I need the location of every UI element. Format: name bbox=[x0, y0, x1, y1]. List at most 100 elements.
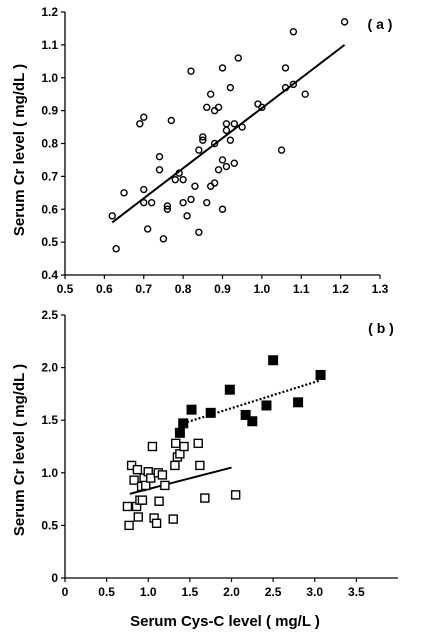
panel-b-data-point-open bbox=[122, 501, 133, 512]
panel-a-data-point bbox=[226, 136, 235, 144]
panel-a-data-point bbox=[234, 54, 242, 62]
panel-a-data-point bbox=[195, 146, 203, 154]
panel-a-data-point bbox=[226, 83, 235, 92]
panel-a-data-point bbox=[230, 159, 239, 167]
panel-a-y-tick-label: 1.1 bbox=[41, 38, 58, 52]
panel-a-data-point bbox=[199, 133, 207, 141]
panel-b-data-point-filled bbox=[224, 384, 235, 395]
panel-a-data-point bbox=[179, 198, 187, 207]
panel-b-data-point-open bbox=[160, 480, 170, 491]
panel-a-x-tick-label: 0.5 bbox=[57, 282, 74, 296]
panel-a-data-point bbox=[155, 166, 164, 174]
panel-a-data-point bbox=[175, 169, 183, 177]
panel-b-data-point-open bbox=[124, 520, 134, 531]
panel-a-data-point bbox=[214, 103, 223, 112]
panel-b-data-point-open bbox=[154, 496, 164, 506]
panel-a-data-point bbox=[254, 100, 262, 108]
panel-b-data-point-open bbox=[129, 475, 139, 485]
panel-a-data-point bbox=[210, 139, 219, 148]
panel-a-data-point bbox=[187, 67, 195, 75]
panel-b-data-point-filled bbox=[293, 397, 304, 408]
panel-b-x-tick-label: 0 bbox=[62, 585, 69, 599]
panel-b-data-point-open bbox=[193, 438, 203, 449]
panel-a-chart: ( a ) Serum Cr level ( mg/dL ) 0.40.50.6… bbox=[11, 5, 392, 296]
panel-a-data-point bbox=[155, 152, 164, 161]
panel-a-x-tick-label: 0.6 bbox=[96, 282, 113, 296]
panel-b-x-tick-label: 1.5 bbox=[182, 585, 199, 599]
panel-a-y-tick-label: 0.9 bbox=[41, 104, 58, 118]
panel-a-data-point bbox=[136, 120, 144, 128]
panel-a-data-point bbox=[206, 90, 215, 98]
panel-a-y-tick-label: 0.5 bbox=[41, 235, 58, 249]
panel-a-data-point bbox=[171, 175, 179, 184]
panel-b-x-tick-label: 1.0 bbox=[140, 585, 157, 599]
panel-b-label: ( b ) bbox=[368, 320, 394, 336]
panel-b-data-point-filled bbox=[268, 355, 279, 366]
panel-a-x-tick-label: 1.0 bbox=[254, 282, 271, 296]
panel-a-data-point bbox=[108, 212, 116, 220]
panel-b-data-point-open bbox=[179, 441, 189, 452]
panel-a-data-point bbox=[301, 90, 309, 98]
panel-b-data-point-open bbox=[157, 470, 168, 480]
panel-a-data-point bbox=[179, 175, 187, 184]
panel-b-data-point-filled bbox=[178, 418, 189, 429]
panel-a-x-tick-label: 1.3 bbox=[372, 282, 389, 296]
panel-b-data-point-open bbox=[230, 490, 241, 500]
panel-b-y-tick-label: 1.0 bbox=[41, 466, 58, 480]
panel-b-data-point-filled bbox=[174, 427, 185, 438]
panel-a-y-tick-label: 0.8 bbox=[41, 137, 58, 151]
panel-b-data-point-open bbox=[171, 438, 181, 449]
panel-a-data-point bbox=[187, 195, 195, 204]
panel-a-data-point bbox=[222, 162, 231, 171]
panel-a-data-point bbox=[222, 126, 231, 135]
panel-a-y-axis-title: Serum Cr level ( mg/dL ) bbox=[11, 64, 28, 236]
panel-a-data-point bbox=[230, 120, 239, 128]
panel-a-data-point bbox=[203, 198, 211, 207]
panel-a-regression-line-solid bbox=[111, 44, 346, 224]
panel-a-data-point bbox=[210, 179, 219, 187]
panel-a-data-point bbox=[222, 120, 231, 128]
panel-b-data-point-open bbox=[168, 514, 178, 524]
panel-a-data-point bbox=[191, 182, 199, 190]
panel-a-data-point bbox=[120, 189, 128, 197]
panel-b-data-point-open bbox=[133, 512, 143, 522]
panel-a-data-point bbox=[199, 136, 207, 144]
panel-b-data-point-open bbox=[146, 473, 156, 483]
panel-b-data-point-open bbox=[147, 441, 158, 452]
panel-b-y-tick-label: 2.5 bbox=[41, 308, 58, 322]
panel-a-x-tick-label: 0.9 bbox=[214, 282, 231, 296]
panel-a-data-point bbox=[167, 116, 176, 125]
panel-b-data-point-open bbox=[132, 464, 143, 475]
panel-b-x-tick-label: 0.5 bbox=[98, 585, 115, 599]
panel-b-x-axis-title: Serum Cys-C level ( mg/L ) bbox=[130, 613, 320, 630]
panel-b-y-tick-label: 2.0 bbox=[41, 361, 58, 375]
panel-a-y-tick-label: 0.6 bbox=[41, 202, 58, 216]
panel-a-data-point bbox=[289, 80, 298, 89]
panel-a-data-point bbox=[203, 103, 211, 112]
panel-b-x-tick-label: 3.0 bbox=[306, 585, 323, 599]
panel-b-y-tick-label: 0 bbox=[51, 571, 58, 585]
panel-a-data-point bbox=[281, 64, 290, 72]
panel-b-data-point-filled bbox=[261, 400, 272, 411]
panel-b-x-tick-label: 2.5 bbox=[265, 585, 282, 599]
panel-a-data-point bbox=[143, 225, 152, 233]
panel-a-data-point bbox=[163, 205, 172, 213]
panel-b-chart: ( b ) Serum Cr level ( mg/dL ) Serum Cys… bbox=[11, 308, 398, 630]
panel-a-data-point bbox=[183, 212, 191, 220]
panel-b-y-tick-label: 0.5 bbox=[41, 518, 58, 532]
panel-a-data-point bbox=[112, 244, 120, 253]
panel-a-data-point bbox=[289, 28, 298, 36]
panel-b-data-point-open bbox=[141, 480, 151, 491]
panel-a-data-point bbox=[238, 123, 246, 131]
panel-b-data-point-open bbox=[170, 460, 180, 471]
panel-a-data-point bbox=[218, 64, 227, 72]
panel-a-data-point bbox=[140, 198, 148, 207]
panel-a-data-point bbox=[277, 146, 286, 154]
panel-a-y-tick-label: 0.4 bbox=[41, 268, 58, 282]
panel-a-data-point bbox=[281, 83, 290, 92]
panel-b-data-point-filled bbox=[315, 369, 326, 380]
panel-a-data-point bbox=[340, 18, 349, 26]
panel-a-data-point bbox=[163, 202, 172, 210]
panel-a-x-tick-label: 0.7 bbox=[135, 282, 152, 296]
panel-b-data-point-open bbox=[195, 460, 205, 471]
